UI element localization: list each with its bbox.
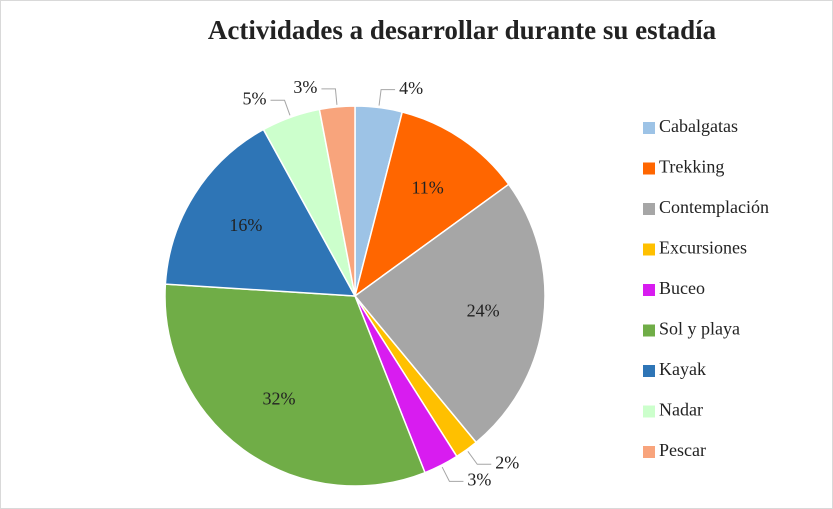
leader-line: [441, 466, 464, 482]
data-label: 16%: [229, 215, 262, 235]
leader-line: [321, 88, 338, 105]
data-label: 3%: [467, 469, 491, 489]
data-label: 4%: [399, 78, 423, 98]
pie-slice: [164, 128, 357, 297]
legend-swatch: [643, 324, 655, 337]
legend-label: Nadar: [659, 400, 703, 420]
pie-slice: [353, 111, 510, 298]
legend-swatch: [643, 243, 655, 256]
leader-line: [270, 99, 291, 116]
leader-line: [467, 451, 492, 465]
data-label: 5%: [243, 88, 267, 108]
data-label: 3%: [293, 77, 317, 97]
legend-swatch: [643, 446, 655, 458]
legend-swatch: [643, 405, 655, 418]
legend-label: Trekking: [659, 157, 724, 177]
leader-line: [378, 89, 396, 106]
data-label: 11%: [411, 177, 443, 197]
legend-label: Buceo: [659, 278, 705, 298]
legend-label: Kayak: [659, 359, 706, 379]
legend-swatch: [643, 203, 655, 215]
legend-swatch: [643, 365, 655, 377]
legend-swatch: [643, 284, 655, 296]
legend-label: Contemplación: [659, 197, 769, 217]
pie-slice: [353, 183, 546, 444]
data-label: 24%: [467, 300, 500, 320]
legend-label: Excursiones: [659, 238, 747, 258]
chart-title: Actividades a desarrollar durante su est…: [208, 15, 717, 45]
legend-swatch: [643, 162, 655, 175]
pie-slice: [318, 105, 356, 297]
data-label: 32%: [263, 389, 296, 409]
legend-swatch: [643, 122, 655, 134]
legend-label: Pescar: [659, 440, 706, 460]
legend-label: Sol y playa: [659, 319, 740, 339]
legend-label: Cabalgatas: [659, 116, 738, 136]
data-label: 2%: [495, 452, 519, 472]
pie-slice: [164, 283, 426, 487]
